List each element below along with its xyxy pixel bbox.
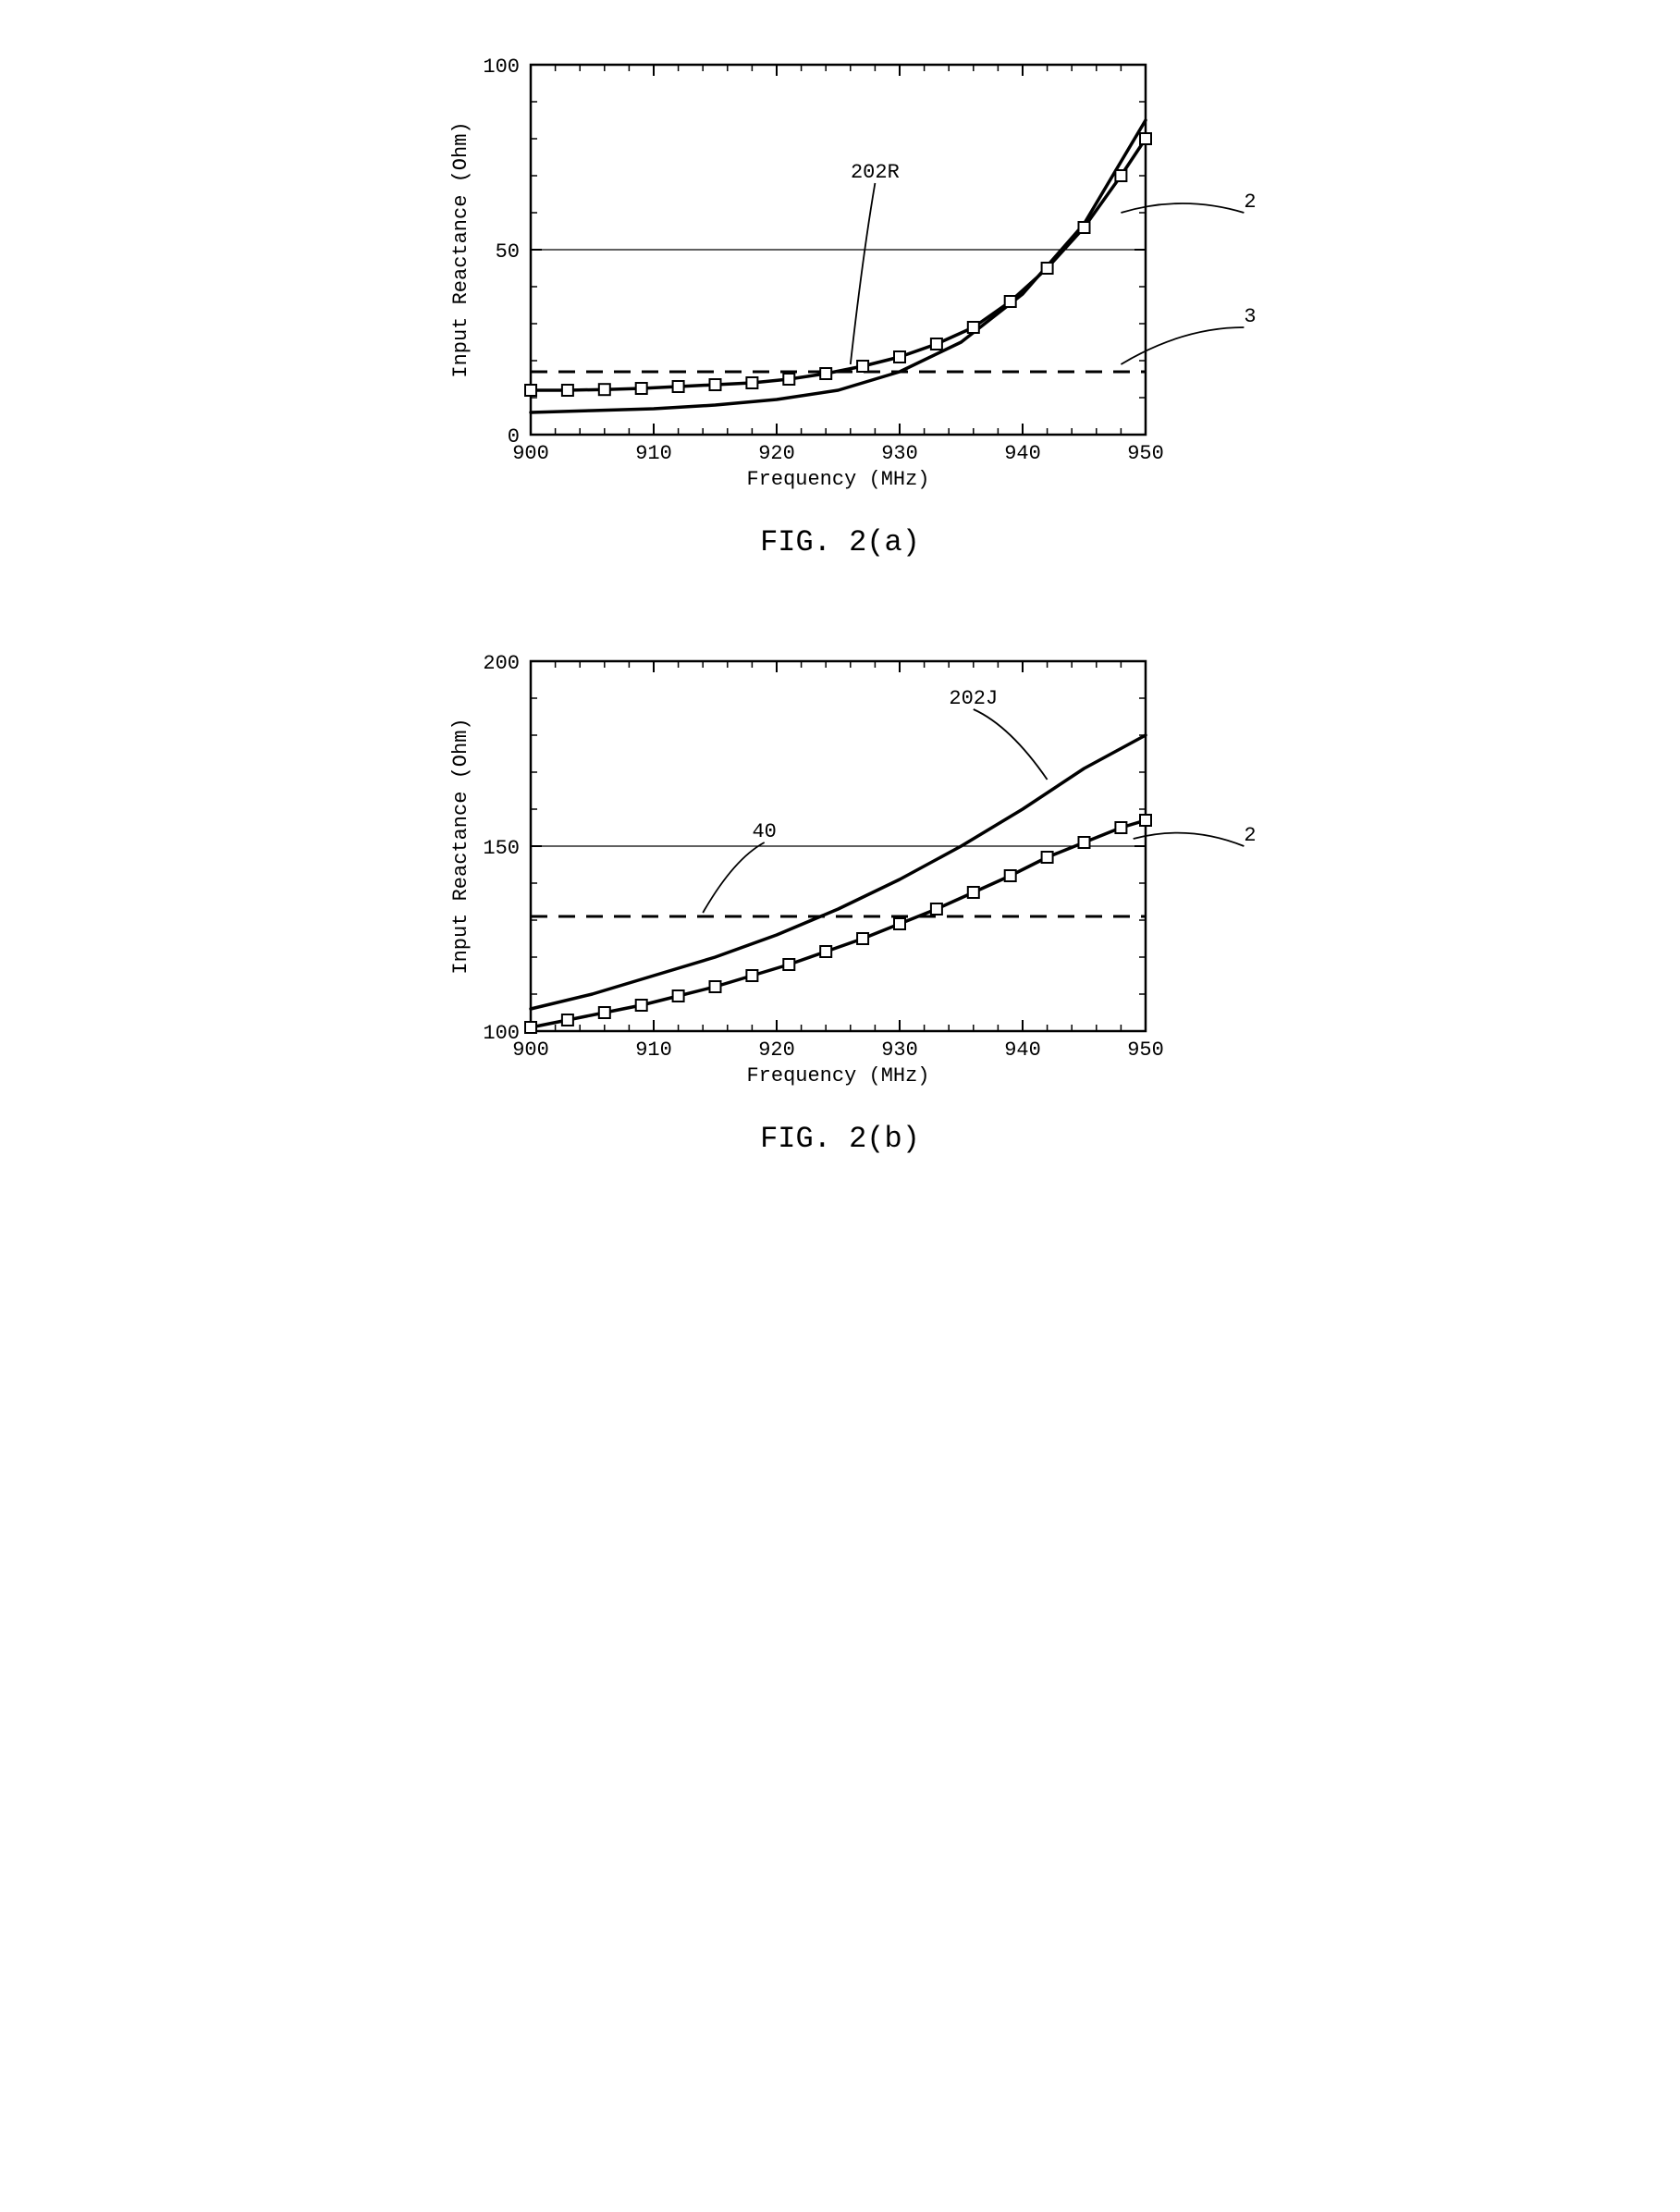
svg-text:920: 920 bbox=[758, 1038, 795, 1062]
svg-text:940: 940 bbox=[1004, 1038, 1041, 1062]
svg-text:150: 150 bbox=[483, 837, 520, 860]
svg-text:202R: 202R bbox=[850, 161, 899, 184]
svg-text:Input Reactance (Ohm): Input Reactance (Ohm) bbox=[449, 121, 472, 377]
svg-text:202J: 202J bbox=[949, 687, 998, 710]
svg-text:Input Reactance (Ohm): Input Reactance (Ohm) bbox=[449, 718, 472, 974]
svg-text:950: 950 bbox=[1127, 442, 1164, 465]
svg-text:910: 910 bbox=[635, 442, 672, 465]
svg-text:910: 910 bbox=[635, 1038, 672, 1062]
svg-text:920: 920 bbox=[758, 442, 795, 465]
svg-text:Frequency (MHz): Frequency (MHz) bbox=[746, 1064, 929, 1088]
svg-text:50: 50 bbox=[495, 240, 519, 264]
svg-text:0: 0 bbox=[507, 425, 519, 449]
chart-2b: 900910920930940950100150200Frequency (MH… bbox=[424, 633, 1257, 1114]
svg-text:930: 930 bbox=[881, 442, 918, 465]
svg-text:30: 30 bbox=[1244, 305, 1257, 328]
chart-2a: 900910920930940950050100Frequency (MHz)I… bbox=[424, 37, 1257, 518]
svg-text:204R: 204R bbox=[1244, 824, 1257, 847]
chart-2b-svg: 900910920930940950100150200Frequency (MH… bbox=[424, 633, 1257, 1114]
svg-text:950: 950 bbox=[1127, 1038, 1164, 1062]
svg-text:200: 200 bbox=[483, 652, 520, 675]
svg-text:204R: 204R bbox=[1244, 190, 1257, 214]
svg-text:Frequency (MHz): Frequency (MHz) bbox=[746, 468, 929, 491]
svg-text:940: 940 bbox=[1004, 442, 1041, 465]
svg-text:40: 40 bbox=[752, 820, 776, 843]
caption-2a: FIG. 2(a) bbox=[424, 525, 1257, 559]
figure-2b: 900910920930940950100150200Frequency (MH… bbox=[424, 633, 1257, 1156]
caption-2b: FIG. 2(b) bbox=[424, 1122, 1257, 1156]
svg-text:100: 100 bbox=[483, 1022, 520, 1045]
figure-2a: 900910920930940950050100Frequency (MHz)I… bbox=[424, 37, 1257, 559]
svg-text:930: 930 bbox=[881, 1038, 918, 1062]
svg-text:100: 100 bbox=[483, 55, 520, 79]
chart-2a-svg: 900910920930940950050100Frequency (MHz)I… bbox=[424, 37, 1257, 518]
